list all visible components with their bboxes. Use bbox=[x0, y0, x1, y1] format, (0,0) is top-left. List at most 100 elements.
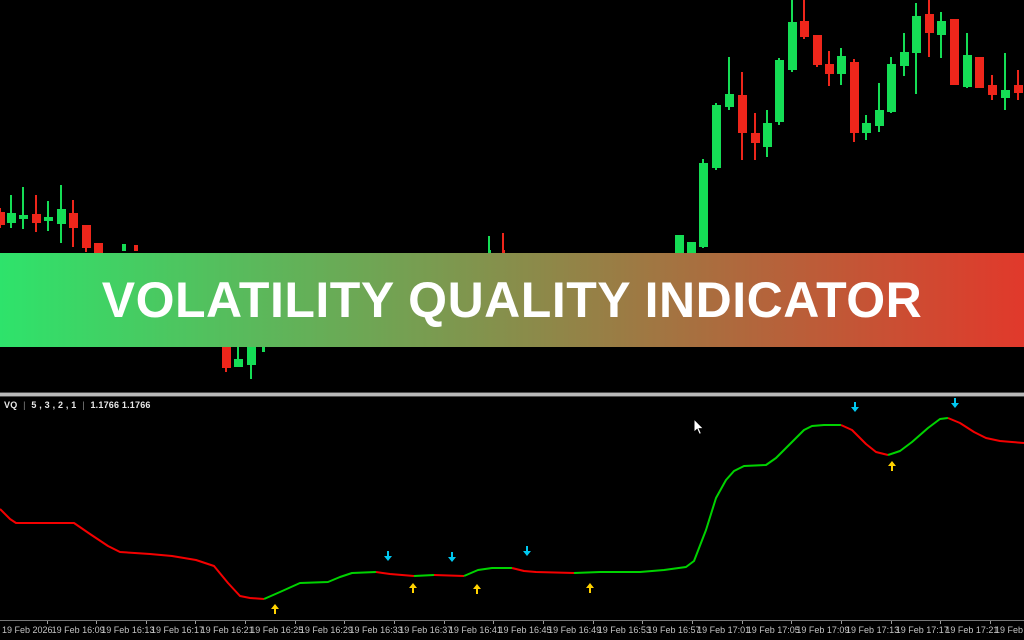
time-label: 19 Feb 16:53 bbox=[597, 625, 651, 635]
candle-body bbox=[233, 359, 243, 367]
candle-body bbox=[31, 214, 41, 223]
axis-tick bbox=[940, 621, 942, 624]
time-axis[interactable]: 19 Feb 2026 19 Feb 16:09 19 Feb 16:13 19 Fe… bbox=[0, 620, 1024, 640]
axis-tick bbox=[691, 621, 693, 624]
candle-body bbox=[0, 212, 5, 225]
candle-body bbox=[246, 347, 256, 365]
candle-body bbox=[886, 64, 896, 112]
candle-body bbox=[987, 85, 997, 95]
time-label: 19 Feb 17:01 bbox=[697, 625, 751, 635]
axis-tick bbox=[890, 621, 892, 624]
candle-wick bbox=[502, 233, 504, 253]
candle-wick bbox=[728, 57, 730, 110]
time-label: 19 Feb 16:25 bbox=[250, 625, 304, 635]
axis-tick bbox=[989, 621, 991, 624]
time-label: 19 Feb 16:49 bbox=[548, 625, 602, 635]
candle-body bbox=[698, 163, 708, 247]
candle-body bbox=[221, 347, 231, 368]
axis-tick bbox=[46, 621, 48, 624]
time-label: 19 Feb 16:33 bbox=[349, 625, 403, 635]
candle-body bbox=[6, 213, 16, 223]
candle-body bbox=[81, 225, 91, 248]
time-label: 19 Feb 17:25 bbox=[995, 625, 1024, 635]
axis-tick bbox=[394, 621, 396, 624]
candle-wick bbox=[940, 12, 942, 58]
banner-title: VOLATILITY QUALITY INDICATOR bbox=[101, 272, 923, 328]
time-label: 19 Feb 16:21 bbox=[200, 625, 254, 635]
candle-wick bbox=[803, 0, 805, 39]
candle-body bbox=[974, 57, 984, 88]
axis-tick bbox=[443, 621, 445, 624]
candle-wick bbox=[1004, 53, 1006, 110]
time-label: 19 Feb 17:17 bbox=[895, 625, 949, 635]
axis-tick bbox=[245, 621, 247, 624]
candle-body bbox=[962, 55, 972, 87]
indicator-values: 1.1766 1.1766 bbox=[90, 400, 151, 410]
time-label: 19 Feb 16:45 bbox=[498, 625, 552, 635]
candle-body bbox=[849, 62, 859, 133]
candle-body bbox=[674, 235, 684, 253]
axis-tick bbox=[592, 621, 594, 624]
candle-body bbox=[949, 19, 959, 85]
candle-body bbox=[750, 133, 760, 143]
candle-body bbox=[874, 110, 884, 126]
time-label: 19 Feb 16:13 bbox=[101, 625, 155, 635]
time-label: 19 Feb 17:05 bbox=[746, 625, 800, 635]
candle-body bbox=[501, 250, 505, 253]
candle-body bbox=[724, 94, 734, 107]
indicator-status-label: VQ | 5 , 3 , 2 , 1 | 1.1766 1.1766 bbox=[4, 400, 151, 410]
candle-body bbox=[737, 95, 747, 133]
separator-icon: | bbox=[23, 400, 26, 410]
axis-tick bbox=[543, 621, 544, 624]
candle-wick bbox=[47, 201, 49, 231]
separator-icon: | bbox=[82, 400, 85, 410]
candle-wick bbox=[488, 236, 490, 253]
candle-body bbox=[261, 347, 265, 352]
candle-body bbox=[812, 35, 822, 65]
candle-body bbox=[43, 217, 53, 221]
candle-wick bbox=[35, 195, 37, 232]
candle-body bbox=[68, 213, 78, 228]
time-label: 19 Feb 16:09 bbox=[51, 625, 105, 635]
candle-body bbox=[1013, 85, 1023, 93]
candle-body bbox=[56, 209, 66, 224]
vq-indicator-panel[interactable]: VQ | 5 , 3 , 2 , 1 | 1.1766 1.1766 bbox=[0, 397, 1024, 620]
time-label: 19 Feb 16:37 bbox=[399, 625, 453, 635]
candle-body bbox=[762, 123, 772, 147]
indicator-params: 5 , 3 , 2 , 1 bbox=[31, 400, 77, 410]
time-label: 19 Feb 2026 bbox=[2, 625, 53, 635]
axis-tick bbox=[96, 621, 98, 624]
axis-tick bbox=[195, 621, 197, 624]
axis-tick bbox=[344, 621, 346, 624]
time-label: 19 Feb 17:13 bbox=[846, 625, 900, 635]
candle-body bbox=[774, 60, 784, 122]
candle-body bbox=[787, 22, 797, 70]
candle-body bbox=[824, 64, 834, 74]
candle-body bbox=[134, 245, 138, 251]
candle-body bbox=[861, 123, 871, 133]
time-label: 19 Feb 16:57 bbox=[647, 625, 701, 635]
time-label: 19 Feb 17:09 bbox=[796, 625, 850, 635]
candle-body bbox=[93, 243, 103, 253]
axis-tick bbox=[840, 621, 842, 624]
candle-body bbox=[899, 52, 909, 66]
time-label: 19 Feb 16:29 bbox=[299, 625, 353, 635]
title-banner: VOLATILITY QUALITY INDICATOR bbox=[0, 253, 1024, 347]
candle-body bbox=[1000, 90, 1010, 98]
candle-body bbox=[911, 16, 921, 53]
candle-wick bbox=[237, 347, 239, 367]
candle-body bbox=[799, 21, 809, 37]
candle-body bbox=[122, 244, 126, 251]
axis-tick bbox=[294, 621, 296, 624]
candle-body bbox=[711, 105, 721, 168]
axis-tick bbox=[741, 621, 743, 624]
candle-body bbox=[487, 250, 491, 253]
candle-body bbox=[836, 56, 846, 74]
axis-tick bbox=[642, 621, 644, 624]
time-label: 19 Feb 16:17 bbox=[150, 625, 204, 635]
candle-body bbox=[924, 14, 934, 33]
time-label: 19 Feb 17:21 bbox=[945, 625, 999, 635]
panel-divider[interactable] bbox=[0, 392, 1024, 397]
candle-wick bbox=[878, 83, 880, 132]
